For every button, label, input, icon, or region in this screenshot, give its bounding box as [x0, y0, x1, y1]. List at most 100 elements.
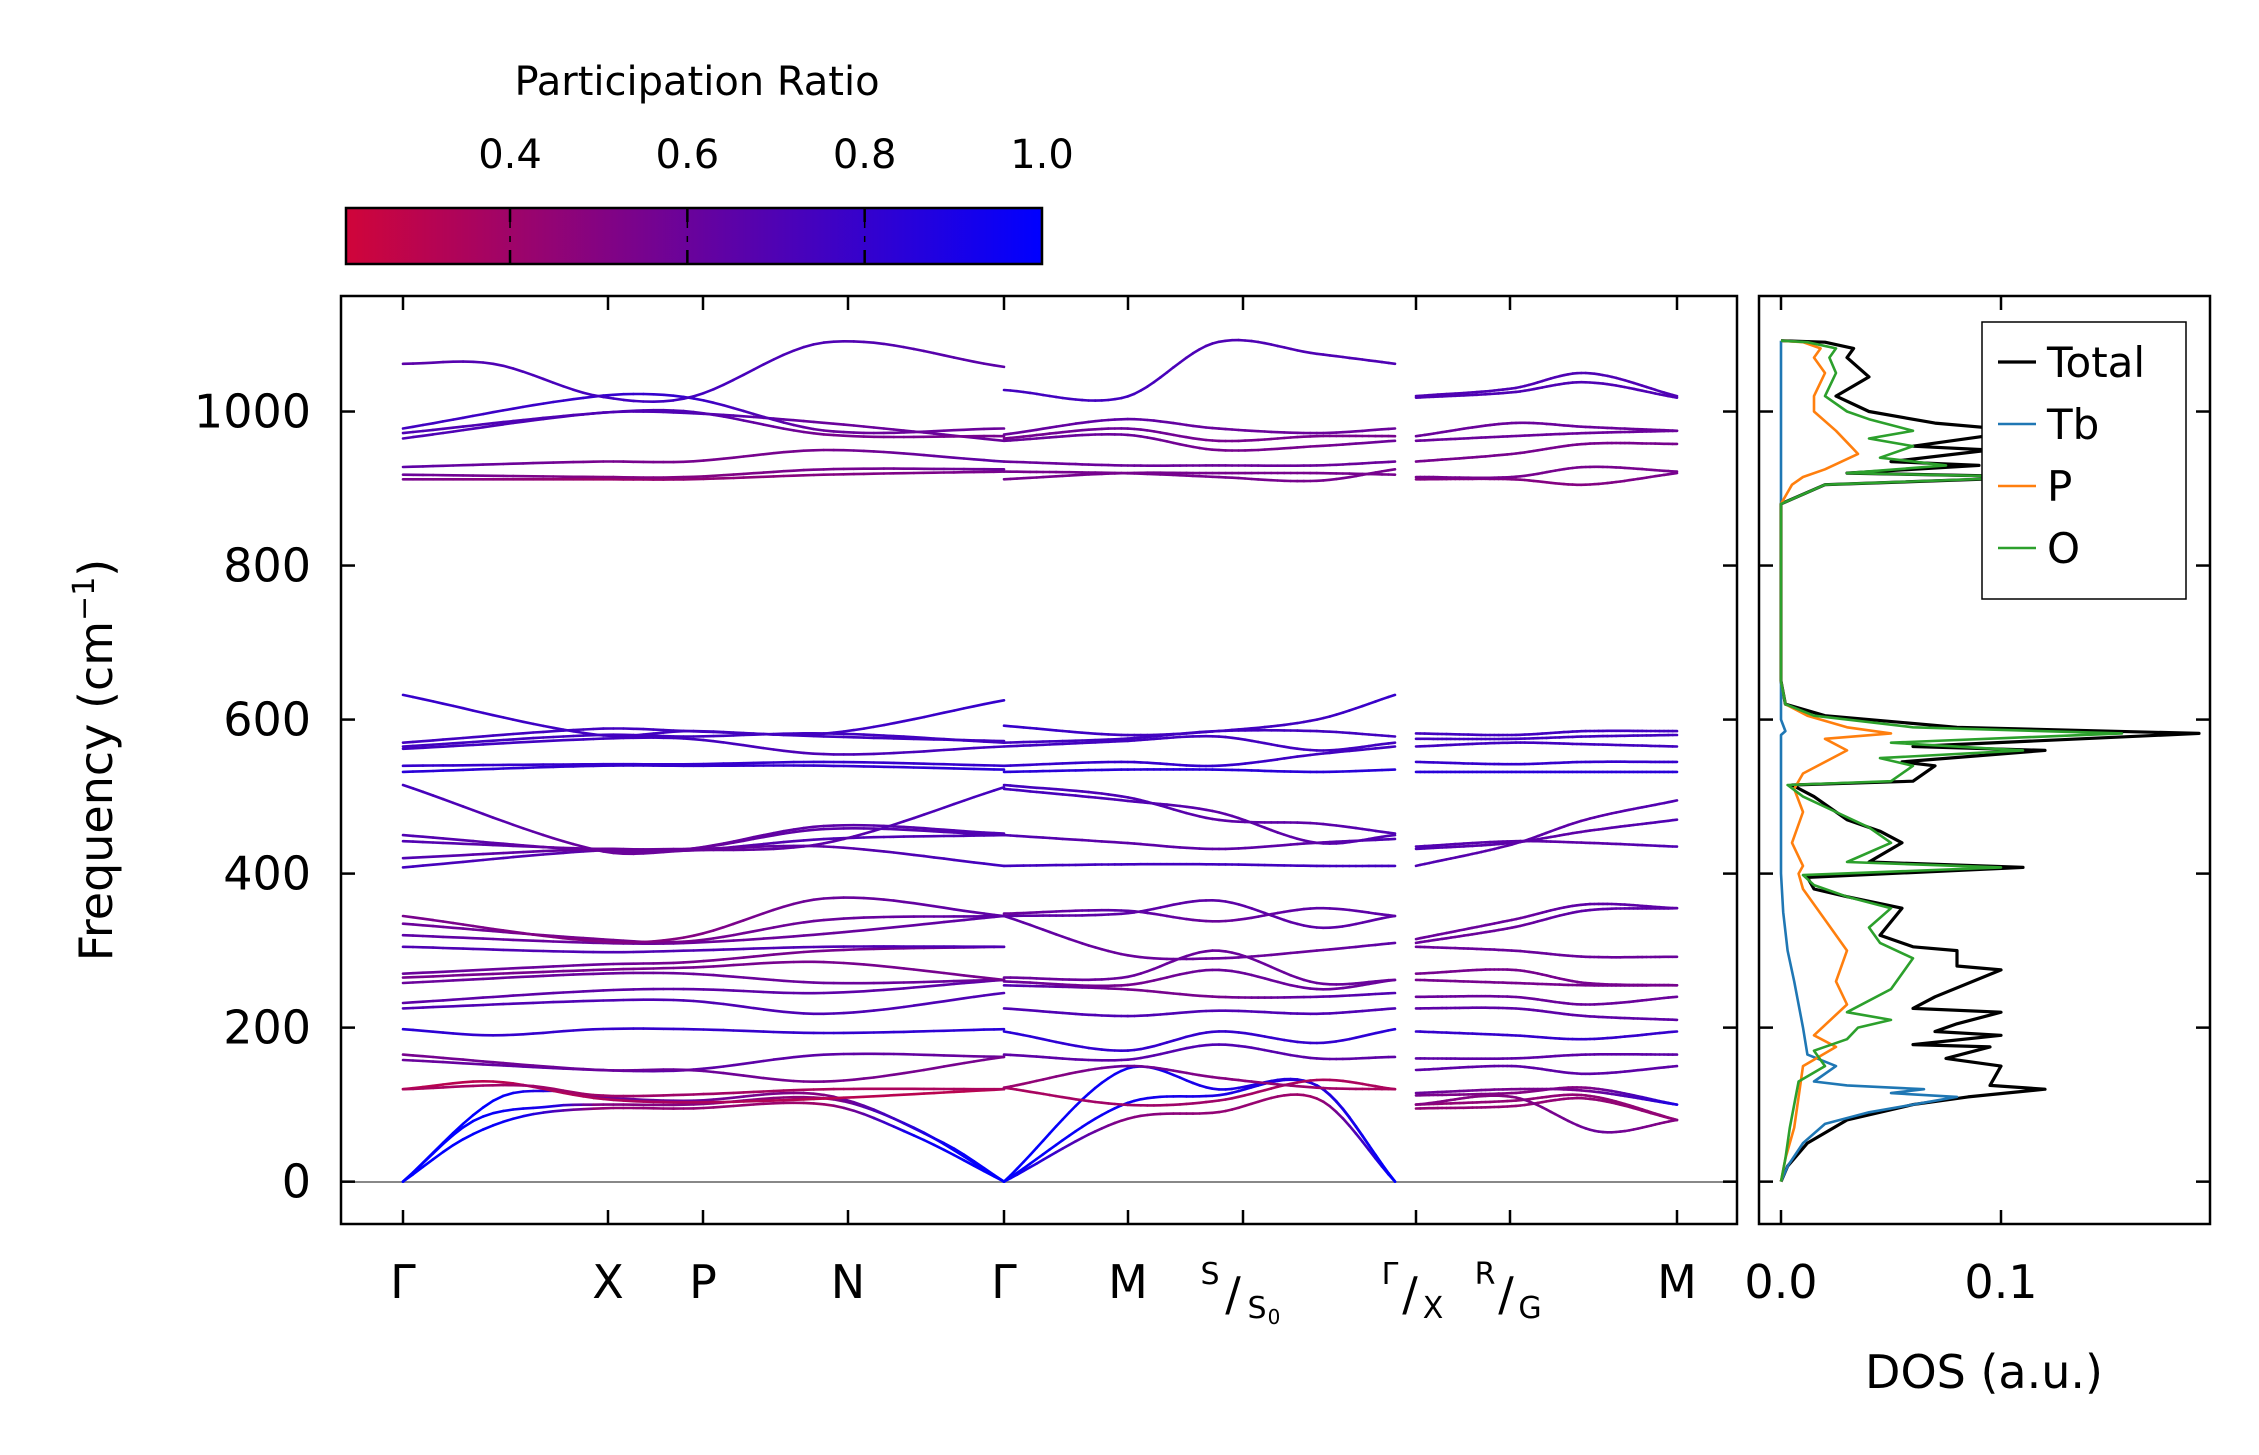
phonon-band-piece [712, 473, 725, 478]
phonon-band-piece [922, 749, 936, 753]
phonon-band-piece [972, 360, 986, 365]
phonon-band-piece [411, 429, 425, 434]
phonon-band-piece [481, 1060, 495, 1064]
phonon-band-piece [962, 859, 976, 864]
phonon-band-piece [441, 1143, 455, 1154]
phonon-band-piece [461, 838, 475, 843]
phonon-band-piece [401, 1027, 415, 1032]
phonon-band-piece [972, 916, 986, 921]
phonon-band-piece [511, 367, 525, 374]
phonon-band-piece [742, 1103, 755, 1107]
phonon-band-piece [942, 802, 956, 810]
phonon-band-piece [972, 910, 986, 915]
phonon-band-piece [662, 730, 675, 734]
phonon-band-piece [431, 738, 445, 742]
phonon-band-piece [842, 1097, 856, 1104]
phonon-band-piece [792, 468, 806, 473]
phonon-band-piece [561, 413, 575, 418]
phonon-band [1414, 994, 1679, 1006]
phonon-band-piece [852, 1095, 866, 1099]
phonon-band-piece [571, 1091, 585, 1096]
phonon-band-piece [732, 956, 745, 960]
phonon-band-piece [511, 975, 525, 979]
phonon-band-piece [612, 392, 625, 397]
phonon-band-piece [712, 935, 725, 940]
phonon-band-piece [742, 955, 755, 959]
phonon-band-piece [411, 971, 425, 975]
phonon-band-piece [451, 736, 465, 741]
phonon-band-piece [431, 360, 445, 365]
phonon-band-piece [712, 739, 725, 744]
phonon-band-piece [852, 832, 866, 838]
phonon-band-piece [712, 1097, 725, 1101]
phonon-band-piece [762, 961, 775, 965]
phonon-band-piece [972, 436, 986, 441]
phonon-band-piece [551, 935, 565, 940]
phonon-band-piece [672, 409, 685, 413]
phonon-band-piece [591, 989, 605, 993]
phonon-band-piece [692, 931, 705, 938]
phonon-band-piece [451, 997, 465, 1002]
phonon-band-piece [441, 1056, 455, 1061]
phonon-band-piece [992, 745, 1006, 749]
phonon-band-piece [962, 831, 976, 836]
phonon-band-piece [832, 845, 846, 850]
phonon-band-piece [952, 1147, 966, 1156]
phonon-band-piece [752, 937, 765, 941]
phonon-band-piece [451, 1057, 465, 1061]
phonon-band-piece [952, 907, 966, 913]
phonon-band-piece [792, 980, 806, 984]
phonon-band [401, 448, 1006, 469]
phonon-band-piece [571, 412, 585, 417]
phonon-band-piece [1354, 1125, 1364, 1138]
phonon-band-piece [782, 450, 796, 454]
phonon-band-piece [772, 846, 785, 851]
phonon-band-piece [732, 1073, 745, 1077]
phonon-band-piece [451, 860, 465, 865]
phonon-band-piece [531, 853, 545, 857]
phonon-band-piece [812, 341, 826, 346]
phonon-band-piece [401, 971, 415, 976]
phonon-band-piece [832, 1079, 846, 1083]
phonon-band-piece [1348, 1116, 1358, 1128]
phonon-band-piece [531, 849, 545, 853]
phonon-band [1002, 1065, 1397, 1183]
phonon-band-piece [832, 433, 846, 438]
phonon-band [401, 945, 1006, 976]
phonon-band-piece [832, 730, 846, 735]
phonon-band-piece [752, 452, 765, 457]
phonon-band-piece [1348, 1124, 1358, 1135]
phonon-band-piece [742, 414, 755, 419]
phonon-band-piece [652, 392, 665, 397]
phonon-band [1002, 1093, 1397, 1183]
phonon-band-piece [561, 935, 575, 939]
phonon-band-piece [501, 929, 515, 934]
phonon-band-piece [531, 739, 545, 744]
phonon-band-piece [451, 1126, 465, 1137]
phonon-band-piece [752, 835, 765, 841]
phonon-band-piece [822, 731, 836, 736]
phonon-band-piece [541, 1087, 555, 1093]
phonon-band-piece [732, 742, 745, 747]
phonon-band-piece [1361, 1134, 1371, 1147]
phonon-band [1002, 693, 1397, 737]
phonon-band-piece [421, 697, 435, 703]
phonon-band-piece [862, 425, 876, 429]
phonon-band-piece [531, 722, 545, 728]
phonon-band-piece [541, 1110, 555, 1114]
phonon-band-piece [872, 926, 886, 931]
phonon-band-piece [511, 405, 525, 411]
phonon-band-piece [411, 695, 425, 701]
phonon-band-piece [842, 1106, 856, 1112]
phonon-band-piece [842, 846, 856, 850]
phonon-band-piece [571, 937, 585, 942]
phonon-band-piece [431, 794, 445, 801]
phonon-band-piece [792, 449, 806, 453]
phonon-band-piece [732, 931, 745, 937]
phonon-band-piece [872, 963, 886, 968]
phonon-band-piece [852, 1100, 866, 1107]
phonon-band-piece [551, 729, 565, 733]
phonon-band-piece [541, 965, 555, 969]
phonon-band-piece [491, 741, 505, 746]
